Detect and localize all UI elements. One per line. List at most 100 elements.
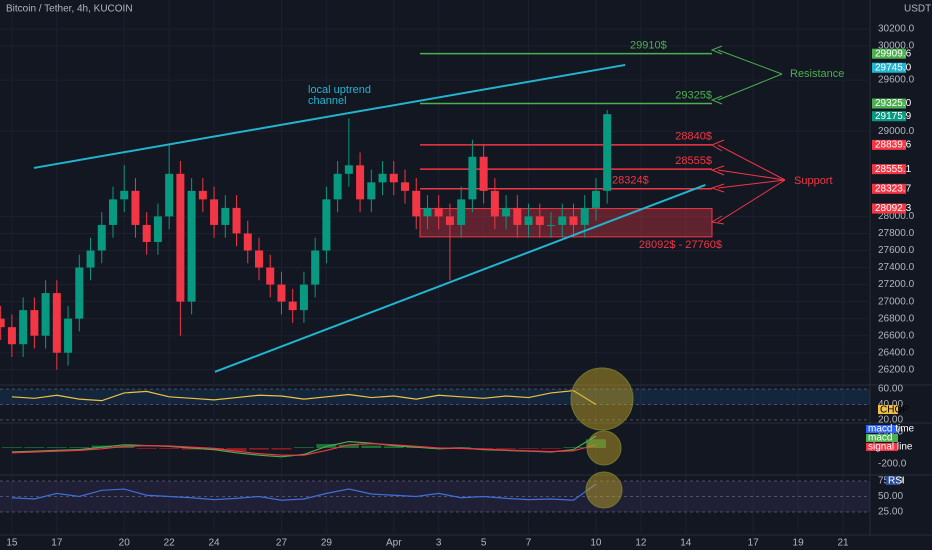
macd-bar	[46, 447, 67, 448]
candle-body	[558, 216, 567, 225]
candle-body	[255, 250, 264, 268]
candle-body	[356, 165, 365, 200]
price-tag	[872, 164, 906, 175]
currency: USDT	[904, 4, 931, 15]
candle-body	[569, 216, 578, 225]
y-tick-label: 30000.0	[878, 41, 915, 52]
y-tick-label: 26200.0	[878, 364, 915, 375]
macd-bar	[518, 448, 539, 449]
price-tag	[872, 48, 906, 59]
candle-body	[423, 207, 432, 217]
candle-body	[367, 182, 376, 200]
y-tick-label: 27600.0	[878, 245, 915, 256]
price-tag	[872, 183, 906, 194]
y-tick-label: 60.00	[878, 384, 903, 395]
legend-label: macd time	[868, 424, 915, 435]
macd-bar	[338, 444, 359, 448]
x-tick-label: 5	[481, 538, 487, 549]
candle-body	[176, 173, 185, 302]
x-tick-label: 22	[164, 538, 176, 549]
y-tick-label: 40.00	[878, 399, 903, 410]
y-tick-label: 29600.0	[878, 75, 915, 86]
candle-body	[41, 293, 50, 336]
candle-body	[153, 216, 162, 242]
macd-bar	[1, 447, 22, 448]
macd-bar	[473, 448, 494, 449]
candle-body	[210, 199, 219, 225]
y-tick-label: 20.00	[878, 415, 903, 426]
candle-body	[86, 250, 95, 268]
candle-body	[30, 310, 39, 336]
candle-body	[243, 233, 252, 251]
price-tag-label: 29175.9	[875, 111, 912, 122]
price-tag-label: 28092.3	[875, 203, 912, 214]
x-tick-label: 14	[680, 538, 692, 549]
chop-band	[0, 389, 870, 405]
candle-body	[468, 156, 477, 200]
candle-body	[524, 216, 533, 225]
legend-label: signal line	[868, 442, 913, 453]
price-tag	[872, 203, 906, 214]
macd-bar	[114, 446, 135, 448]
legend-tag	[866, 434, 898, 442]
candle-body	[266, 267, 275, 285]
chart-title: Bitcoin / Tether, 4h, KUCOIN	[6, 4, 133, 15]
channel-label: channel	[308, 95, 347, 107]
x-tick-label: 15	[6, 538, 18, 549]
candle-body	[19, 310, 28, 345]
x-tick-label: 17	[748, 538, 760, 549]
price-tag-label: 28323.7	[875, 183, 912, 194]
y-tick-label: 29000.0	[878, 126, 915, 137]
level-label: 28840$	[675, 131, 712, 143]
macd-bar	[293, 447, 314, 448]
x-tick-label: 19	[793, 538, 805, 549]
candle-body	[198, 190, 207, 200]
price-tag	[872, 111, 906, 122]
legend-label: CHOP	[880, 405, 909, 416]
macd-bar	[159, 448, 180, 449]
price-tag-label: 29325.0	[875, 98, 912, 109]
candle-body	[232, 207, 241, 234]
legend-tag	[866, 443, 898, 451]
candle-body	[221, 207, 230, 225]
macd-bar	[361, 445, 382, 448]
candle-body	[603, 114, 612, 191]
x-tick-label: 24	[209, 538, 221, 549]
x-tick-label: 7	[526, 538, 532, 549]
y-tick-label: 26800.0	[878, 313, 915, 324]
x-tick-label: 10	[590, 538, 602, 549]
trendline	[214, 183, 706, 373]
resistance-label: Resistance	[790, 68, 844, 80]
level-label: 29325$	[675, 89, 712, 101]
y-tick-label: 27200.0	[878, 279, 915, 290]
candle-body	[322, 199, 331, 251]
x-tick-label: 21	[837, 538, 849, 549]
macd-bar	[226, 448, 247, 452]
candle-body	[580, 207, 589, 225]
candle-body	[412, 190, 421, 217]
candle-body	[97, 224, 106, 251]
candle-body	[165, 173, 174, 217]
candle-body	[490, 190, 499, 217]
y-tick-label: 28000.0	[878, 211, 915, 222]
candle-body	[64, 318, 73, 353]
plot: 15 17 20 22 24 27 29 Apr 3 5 7 10 12 14 17 19 21 26200.0 2…	[0, 24, 915, 549]
candle-body	[535, 216, 544, 225]
trendline	[33, 63, 626, 169]
support-label: Support	[794, 175, 833, 187]
y-tick-label: 27800.0	[878, 228, 915, 239]
price-tag	[872, 98, 906, 109]
macd-bar	[249, 448, 270, 450]
x-tick-label: Apr	[386, 538, 402, 549]
x-tick-label: 12	[635, 538, 647, 549]
legend-tag	[878, 405, 898, 414]
candle-body	[401, 182, 410, 191]
macd-bar	[24, 447, 45, 448]
macd-line	[11, 442, 597, 456]
candle-body	[378, 173, 387, 183]
candle-body	[0, 318, 5, 328]
support-arrows	[710, 139, 786, 225]
price-tag	[872, 139, 906, 150]
level-label: 28324$	[612, 175, 649, 187]
x-tick-label: 17	[51, 538, 63, 549]
